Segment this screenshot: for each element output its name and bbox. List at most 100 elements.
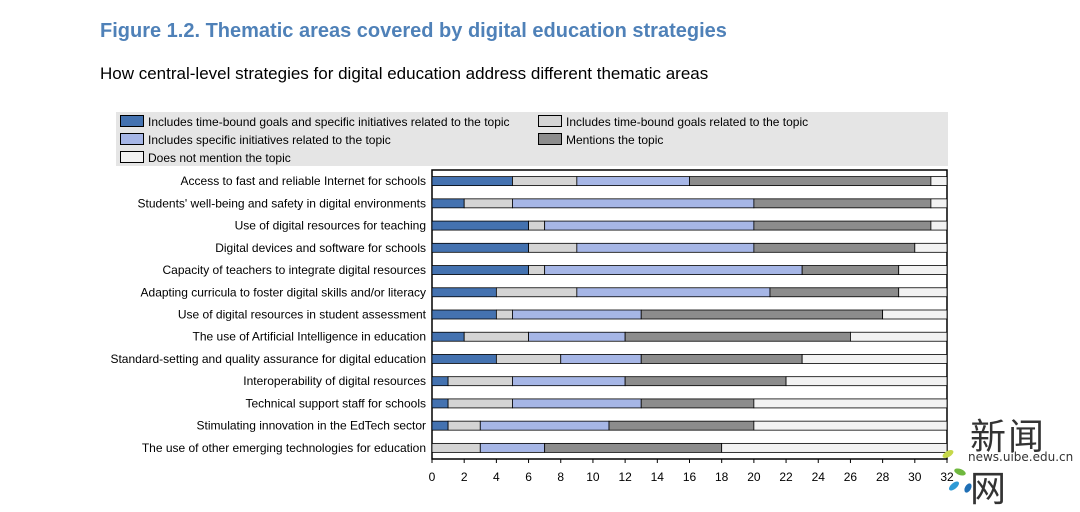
legend-label: Includes specific initiatives related to… [148,133,391,147]
bar-segment [898,265,948,275]
legend-item: Includes specific initiatives related to… [120,133,391,147]
bar-segment [608,420,755,431]
legend-swatch [538,115,562,127]
category-label: Digital devices and software for schools [215,241,426,255]
bar-segment [801,354,948,364]
bar-segment [914,242,948,253]
legend-item: Includes time-bound goals related to the… [538,115,808,129]
bar-segment [785,376,948,387]
bar-segment [576,287,771,298]
bar-segment [753,220,932,231]
bar-segment [689,176,932,187]
bar-segment [640,354,803,364]
category-label: Interoperability of digital resources [243,374,426,388]
category-label: Students' well-being and safety in digit… [138,196,426,210]
bar-segment [431,331,465,342]
bar-segment [528,265,546,275]
bar-segment [721,442,948,453]
bar-segment [528,220,546,231]
figure-title: Figure 1.2. Thematic areas covered by di… [100,20,727,42]
legend-item: Includes time-bound goals and specific i… [120,115,510,129]
bar-segment [512,376,626,387]
bar-segment [528,242,578,253]
bar-segment [431,309,497,320]
x-tick-label: 32 [940,470,954,484]
bar-segment [463,198,513,209]
bar-segment [640,309,884,320]
bar-segment [431,442,481,453]
bar-segment [479,420,610,431]
bar-segment [753,198,932,209]
x-tick-label: 14 [651,470,665,484]
x-tick-label: 4 [493,470,500,484]
category-label: The use of other emerging technologies f… [142,441,426,455]
bar-segment [463,331,529,342]
figure-subtitle: How central-level strategies for digital… [100,64,709,83]
x-tick-label: 2 [461,470,468,484]
bar-segment [479,442,546,453]
x-tick-label: 10 [586,470,600,484]
bar-segment [930,220,948,231]
bar-segment [512,309,642,320]
bar-segment [930,176,948,187]
bar-segment [769,287,900,298]
legend-swatch [120,151,144,163]
bar-segment [753,398,948,409]
bar-segment [495,309,513,320]
bar-segment [431,265,529,275]
bar-segment [495,287,578,298]
bar-segment [624,376,787,387]
x-tick-label: 22 [779,470,793,484]
bar-segment [640,398,755,409]
bar-segment [447,376,513,387]
bar-segment [431,220,529,231]
legend: Includes time-bound goals and specific i… [116,112,948,166]
watermark: 新闻网 news.uibe.edu.cn [942,408,1078,510]
x-tick-label: 18 [715,470,729,484]
bar-segment [447,420,481,431]
bar-segment [560,354,642,364]
stacked-bar-chart: Access to fast and reliable Internet for… [110,169,954,484]
category-label: Adapting curricula to foster digital ski… [141,285,426,299]
bar-segment [624,331,851,342]
category-label: Capacity of teachers to integrate digita… [163,263,426,277]
bar-segment [528,331,626,342]
category-label: Stimulating innovation in the EdTech sec… [197,419,426,433]
bar-segment [576,242,755,253]
bar-segment [431,354,497,364]
legend-label: Does not mention the topic [148,151,291,165]
bar-segment [447,398,513,409]
bar-segment [512,198,755,209]
bar-segment [431,420,449,431]
legend-label: Includes time-bound goals related to the… [566,115,809,129]
category-label: Use of digital resources for teaching [235,219,426,233]
legend-label: Mentions the topic [566,133,664,147]
bar-segment [544,220,755,231]
x-tick-label: 8 [557,470,564,484]
bar-segment [495,354,562,364]
legend-label: Includes time-bound goals and specific i… [148,115,510,129]
legend-swatch [120,115,144,127]
bar-segment [431,398,449,409]
bar-segment [544,442,723,453]
bar-segment [431,176,513,187]
bar-segment [850,331,948,342]
x-tick-label: 0 [429,470,436,484]
bar-segment [753,242,916,253]
x-tick-label: 26 [844,470,858,484]
bar-segment [576,176,690,187]
bar-segment [898,287,948,298]
legend-item: Mentions the topic [538,133,663,147]
bar-segment [431,376,449,387]
bar-segment [544,265,803,275]
x-tick-label: 28 [876,470,890,484]
bar-segment [431,198,465,209]
legend-swatch [538,133,562,145]
bar-segment [801,265,900,275]
x-tick-label: 24 [812,470,826,484]
bar-segment [431,242,529,253]
category-label: The use of Artificial Intelligence in ed… [193,330,426,344]
bar-segment [882,309,948,320]
x-tick-label: 6 [525,470,532,484]
bar-segment [753,420,948,431]
